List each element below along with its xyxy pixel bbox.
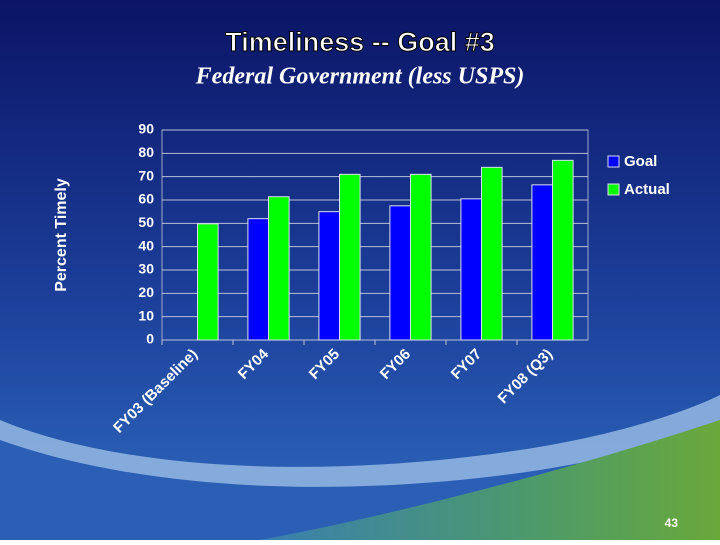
legend-label: Goal [624,153,657,170]
legend-swatch [607,155,620,168]
y-axis-label: Percent Timely [53,178,70,292]
page-number: 43 [665,516,679,530]
legend-label: Actual [624,181,670,198]
y-tick-label: 10 [138,307,154,323]
bar [268,196,290,341]
bar [531,184,553,341]
legend-swatch [607,183,620,196]
chart-title: Timeliness -- Goal #3 [225,27,495,57]
bar [410,173,432,341]
bar [552,159,574,341]
bar [389,205,412,341]
swoosh [260,420,720,540]
y-tick-label: 60 [138,191,154,207]
y-tick-label: 70 [138,167,154,183]
y-tick-label: 80 [138,144,154,160]
chart-subtitle: Federal Government (less USPS) [195,64,525,90]
bar [481,166,503,341]
y-tick-label: 40 [138,237,154,253]
y-tick-label: 50 [138,214,154,230]
y-tick-label: 0 [146,331,154,347]
y-tick-label: 30 [138,261,154,277]
bar [460,198,483,341]
bar [318,211,341,341]
bar [339,173,361,341]
y-tick-label: 90 [138,121,154,137]
bar [197,223,219,341]
y-tick-label: 20 [138,284,154,300]
bar [247,218,270,341]
